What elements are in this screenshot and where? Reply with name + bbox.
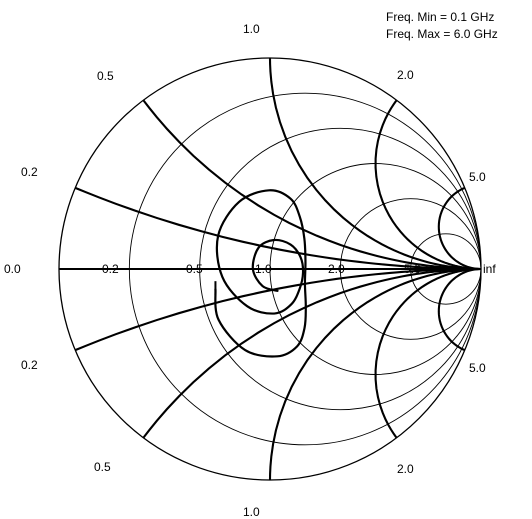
impedance-trace-layer xyxy=(214,189,307,358)
impedance-trace xyxy=(214,189,307,358)
real-axis-label-0-0: 0.0 xyxy=(4,262,21,276)
reactance-arc-neg-5 xyxy=(437,267,481,352)
reactance-arc-pos-2 xyxy=(374,99,481,271)
freq-min-label: Freq. Min = 0.1 GHz xyxy=(386,10,495,24)
real-axis-label-2-0: 2.0 xyxy=(328,262,345,276)
reactance-label-lower-2-0: 2.0 xyxy=(397,462,414,476)
reactance-label-lower-0-2: 0.2 xyxy=(21,358,38,372)
real-axis-label-0-5: 0.5 xyxy=(186,262,203,276)
reactance-label-upper-1-0: 1.0 xyxy=(243,22,260,36)
real-axis-label-inf: inf xyxy=(483,262,496,276)
reactance-label-lower-1-0: 1.0 xyxy=(243,505,260,519)
freq-max-label: Freq. Max = 6.0 GHz xyxy=(386,27,498,41)
real-axis-label-0-2: 0.2 xyxy=(102,262,119,276)
reactance-label-lower-0-5: 0.5 xyxy=(94,460,111,474)
reactance-label-upper-5-0: 5.0 xyxy=(469,170,486,184)
real-axis-label-5-0: 5.0 xyxy=(404,262,421,276)
smith-labels: 0.0 0.2 0.5 1.0 2.0 5.0 inf 1.0 0.5 2.0 0.2 5.0 0.2 5… xyxy=(4,22,496,519)
smith-grid xyxy=(58,57,482,481)
reactance-label-upper-2-0: 2.0 xyxy=(397,68,414,82)
reactance-label-lower-5-0: 5.0 xyxy=(469,361,486,375)
reactance-label-upper-0-5: 0.5 xyxy=(97,69,114,83)
reactance-arc-neg-2 xyxy=(374,267,481,439)
reactance-label-upper-0-2: 0.2 xyxy=(21,165,38,179)
real-axis-label-1-0: 1.0 xyxy=(255,262,272,276)
